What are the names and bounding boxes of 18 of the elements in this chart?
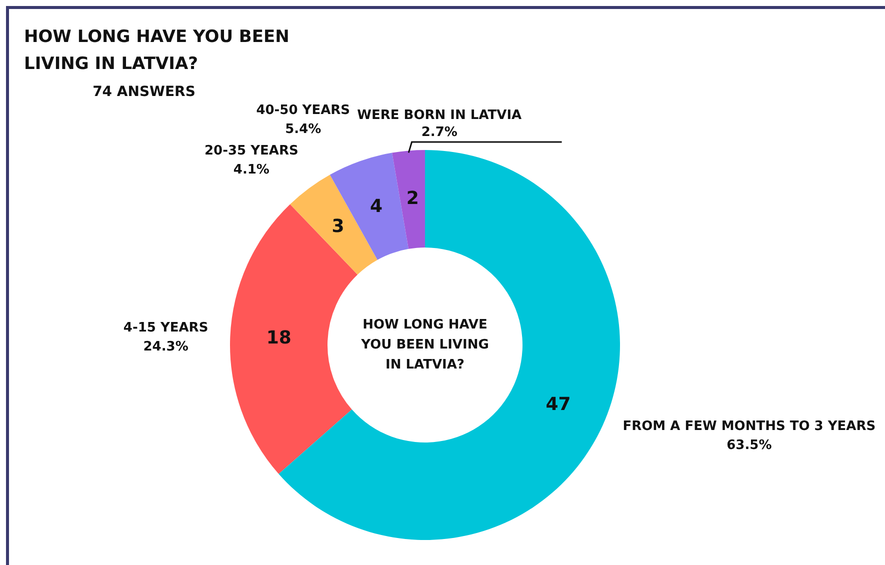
data-label: 3 (332, 216, 344, 238)
text: HOW LONG HAVE YOU BEEN LIVING IN LATVIA? (24, 26, 290, 76)
slice-label: FROM A FEW MONTHS TO 3 YEARS (622, 418, 876, 434)
text: 63.5% (726, 438, 772, 453)
text: 2.7% (421, 125, 458, 140)
text: 5.4% (285, 122, 322, 137)
data-label: 18 (266, 327, 292, 348)
slice-label: WERE BORN IN LATVIA (357, 108, 522, 123)
text: 24.3% (143, 339, 188, 354)
text: HOW LONG HAVE YOU BEEN LIVING IN LATVIA? (360, 317, 489, 372)
data-label: 4 (370, 196, 383, 217)
data-label: 2 (406, 188, 419, 209)
slice-label: 40-50 YEARS (256, 102, 350, 118)
slice-label: 20-35 YEARS (204, 144, 298, 159)
chart-subtitle: 74 ANSWERS (92, 84, 196, 100)
text: 4.1% (233, 162, 270, 178)
slice-label: 4-15 YEARS (123, 320, 208, 336)
data-label: 47 (546, 394, 571, 415)
